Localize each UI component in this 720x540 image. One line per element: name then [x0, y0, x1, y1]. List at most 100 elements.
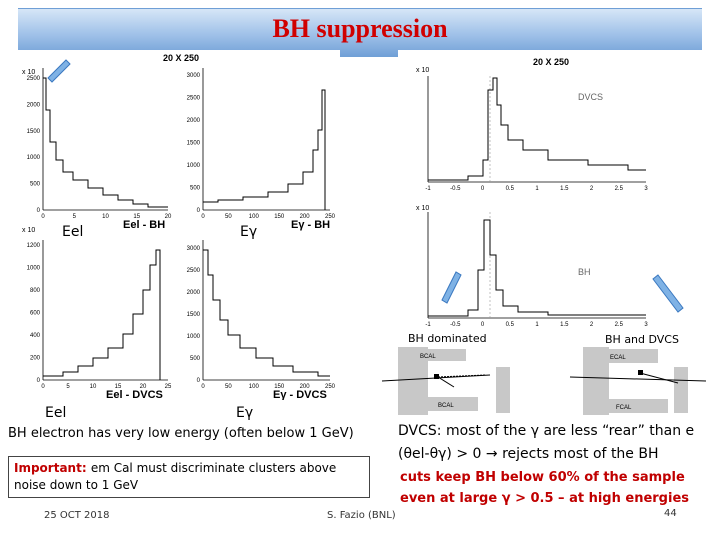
rb-x-tick-label: 0 — [481, 322, 485, 328]
br-y-tick-label: 500 — [190, 356, 201, 362]
label-bh-dominated: BH dominated — [408, 332, 487, 345]
rb-x-tick-label: 3 — [644, 322, 648, 328]
right-multiplier-bottom: x 10 — [416, 205, 429, 212]
rt-x-tick-label: 0 — [481, 186, 485, 192]
rb-x-tick-label: -1 — [425, 322, 431, 328]
left-multiplier-bottom: x 10 — [22, 227, 35, 234]
rb-x-tick-label: 1 — [535, 322, 539, 328]
right-multiplier-top: x 10 — [416, 67, 429, 74]
bl-x-tick-label: 20 — [140, 384, 147, 390]
tl-x-tick-label: 0 — [41, 214, 45, 220]
bl-x-tick-label: 5 — [66, 384, 70, 390]
label-bh-and-dvcs: BH and DVCS — [605, 333, 679, 346]
detector-sketches: BCAL BCAL ECAL FCAL — [381, 347, 707, 415]
rb-x-tick-label: 0.5 — [506, 322, 515, 328]
br-x-tick-label: 100 — [249, 384, 260, 390]
hist-bh-angle: BH — [427, 212, 646, 319]
bl-x-tick-label: 10 — [90, 384, 97, 390]
important-note: Important: em Cal must discriminate clus… — [14, 460, 362, 494]
rb-x-tick-label: -0.5 — [450, 322, 461, 328]
right-panel-header: 20 X 250 — [533, 57, 569, 67]
br-y-tick-label: 0 — [197, 378, 201, 384]
tr-y-tick-label: 1000 — [187, 163, 201, 169]
hist-title-egamma-bh: Eγ - BH — [291, 219, 330, 231]
label-eel-top: Eel — [62, 224, 84, 240]
tr-y-tick-label: 0 — [197, 208, 201, 214]
cuts-line-2: even at large γ > 0.5 – at high energies — [400, 491, 689, 506]
br-y-tick-label: 2500 — [187, 268, 201, 274]
dvcs-line-1: DVCS: most of the γ are less “rear” than… — [398, 423, 695, 439]
tl-x-tick-label: 10 — [102, 214, 109, 220]
tr-x-tick-label: 0 — [201, 214, 205, 220]
rb-x-tick-label: 2 — [590, 322, 594, 328]
svg-text:FCAL: FCAL — [616, 405, 632, 411]
br-x-tick-label: 150 — [274, 384, 285, 390]
bl-y-tick-label: 1000 — [27, 266, 41, 272]
br-y-tick-label: 2000 — [187, 290, 201, 296]
left-histogram-panel: 20 X 250 x 10 x 10 0 500 1000 1500 2000 2500 0… — [18, 50, 340, 400]
label-egamma-bottom: Eγ — [236, 405, 254, 421]
tr-y-tick-label: 1500 — [187, 141, 201, 147]
bl-y-tick-label: 400 — [30, 333, 41, 339]
tr-x-tick-label: 100 — [249, 214, 260, 220]
dvcs-curve-label: DVCS — [578, 92, 603, 102]
svg-text:BCAL: BCAL — [438, 403, 454, 409]
hist-eel-dvcs: 0 200 400 600 800 1000 1200 0 5 10 15 20 25 — [27, 240, 172, 390]
rt-x-tick-label: 2.5 — [615, 186, 624, 192]
bl-y-tick-label: 1200 — [27, 243, 41, 249]
svg-text:BCAL: BCAL — [420, 354, 436, 360]
tl-x-tick-label: 20 — [165, 214, 172, 220]
hist-egamma-bh: 0 500 1000 1500 2000 2500 3000 0 50 100 150 200 250 — [187, 68, 336, 220]
left-panel-header: 20 X 250 — [163, 53, 199, 63]
cuts-line-1: cuts keep BH below 60% of the sample — [400, 470, 685, 485]
br-y-tick-label: 1000 — [187, 334, 201, 340]
label-eel-bottom: Eel — [45, 405, 67, 421]
footer-author: S. Fazio (BNL) — [327, 510, 396, 521]
dvcs-line-2: (θel-θγ) > 0 → rejects most of the BH — [398, 446, 659, 462]
bl-x-tick-label: 15 — [115, 384, 122, 390]
label-egamma-top: Eγ — [240, 224, 258, 240]
svg-text:ECAL: ECAL — [610, 355, 626, 361]
slide-title: BH suppression — [272, 14, 448, 43]
rb-x-tick-label: 1.5 — [560, 322, 569, 328]
hist-egamma-dvcs: 0 500 1000 1500 2000 2500 3000 0 50 100 150 200 250 — [187, 240, 336, 390]
tr-y-tick-label: 2000 — [187, 118, 201, 124]
detector-sketch-bh-dominated: BCAL BCAL — [381, 347, 510, 415]
tr-y-tick-label: 3000 — [187, 73, 201, 79]
hist-dvcs-angle: DVCS — [427, 76, 646, 183]
rt-x-tick-label: 1 — [535, 186, 539, 192]
rb-x-tick-label: 2.5 — [615, 322, 624, 328]
bl-y-tick-label: 800 — [30, 288, 41, 294]
tl-y-tick-label: 1000 — [27, 155, 41, 161]
arrow-bh-dominated-icon — [441, 271, 462, 304]
footer-date: 25 OCT 2018 — [44, 510, 110, 521]
br-x-tick-label: 250 — [325, 384, 336, 390]
tr-x-tick-label: 150 — [274, 214, 285, 220]
tr-y-tick-label: 500 — [190, 186, 201, 192]
bh-energy-note: BH electron has very low energy (often b… — [8, 426, 354, 441]
rt-x-tick-label: 1.5 — [560, 186, 569, 192]
rt-x-tick-label: -1 — [425, 186, 431, 192]
rt-x-tick-label: 0.5 — [506, 186, 515, 192]
tl-y-tick-label: 2500 — [27, 76, 41, 82]
rt-x-tick-label: 3 — [644, 186, 648, 192]
br-x-tick-label: 50 — [225, 384, 232, 390]
important-body: em Cal must discriminate clusters above … — [14, 461, 337, 492]
br-y-tick-label: 3000 — [187, 246, 201, 252]
tl-x-tick-label: 5 — [73, 214, 77, 220]
right-histograms-svg: 20 X 250 x 10 DVCS x 10 BH -1 -0.5 0 0.5 1 1.… — [416, 57, 684, 328]
br-x-tick-label: 0 — [201, 384, 205, 390]
tl-y-tick-label: 2000 — [27, 102, 41, 108]
bl-y-tick-label: 600 — [30, 311, 41, 317]
important-prefix: Important: — [14, 461, 91, 475]
hist-title-egamma-dvcs: Eγ - DVCS — [273, 389, 327, 400]
tl-y-tick-label: 0 — [37, 208, 41, 214]
title-banner — [18, 8, 702, 57]
right-histogram-panel: 20 X 250 x 10 DVCS x 10 BH -1 -0.5 0 0.5 1 1.… — [398, 50, 708, 328]
hist-title-eel-dvcs: Eel - DVCS — [106, 389, 163, 400]
tl-y-tick-label: 1500 — [27, 129, 41, 135]
page-number: 44 — [664, 508, 677, 519]
tl-y-tick-label: 500 — [30, 182, 41, 188]
tr-x-tick-label: 250 — [325, 214, 336, 220]
br-y-tick-label: 1500 — [187, 312, 201, 318]
